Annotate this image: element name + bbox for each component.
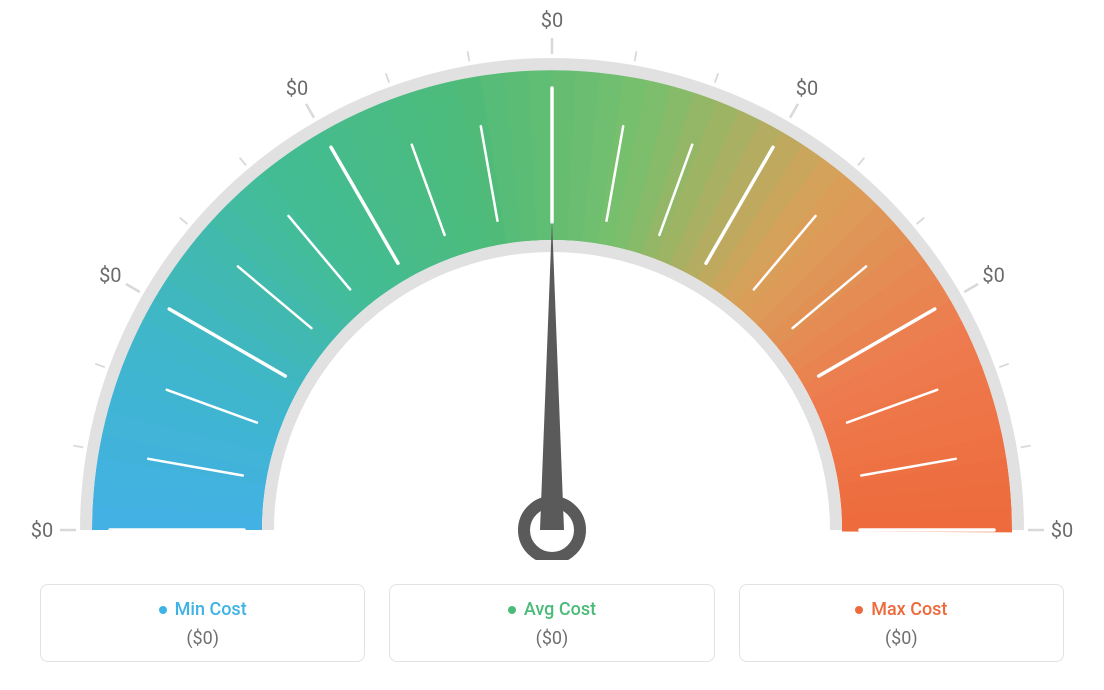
legend-row: Min Cost ($0) Avg Cost ($0) Max Cost ($0… [40,584,1064,663]
legend-title-min: Min Cost [159,599,247,620]
legend-card-max: Max Cost ($0) [739,584,1064,663]
gauge-chart: $0 $0 $0 $0 $0 $0 $0 [0,0,1104,560]
cost-gauge-container: $0 $0 $0 $0 $0 $0 $0 Min Cost ($0) Avg Cost ($… [0,0,1104,690]
legend-label-avg: Avg Cost [524,599,596,620]
legend-value-max: ($0) [750,628,1053,649]
legend-label-min: Min Cost [175,599,247,620]
gauge-tick-label: $0 [286,76,308,100]
legend-dot-avg [508,606,516,614]
gauge-tick-label: $0 [982,263,1004,287]
legend-label-max: Max Cost [871,599,947,620]
gauge-tick-label: $0 [541,8,563,32]
legend-card-min: Min Cost ($0) [40,584,365,663]
gauge-tick-label: $0 [31,518,53,542]
gauge-tick-label: $0 [1051,518,1073,542]
gauge-svg [0,0,1104,560]
gauge-tick-label: $0 [796,76,818,100]
legend-dot-min [159,606,167,614]
legend-value-avg: ($0) [400,628,703,649]
legend-card-avg: Avg Cost ($0) [389,584,714,663]
legend-title-avg: Avg Cost [508,599,596,620]
legend-dot-max [855,606,863,614]
legend-value-min: ($0) [51,628,354,649]
legend-title-max: Max Cost [855,599,947,620]
gauge-tick-label: $0 [99,263,121,287]
